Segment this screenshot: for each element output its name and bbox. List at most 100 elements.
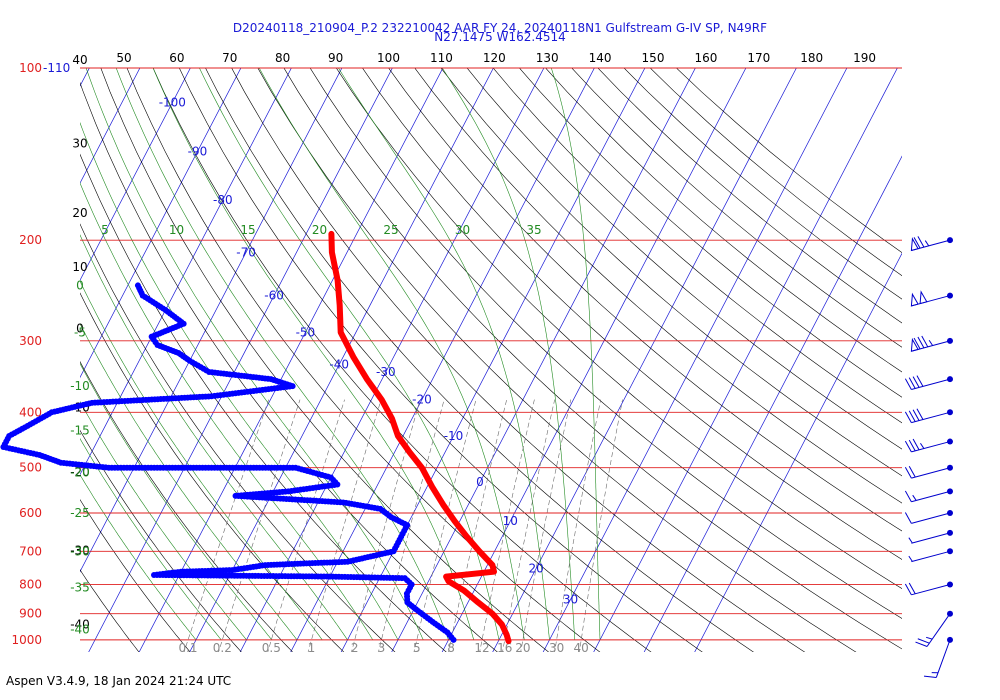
top-scale-label: 110 — [430, 51, 453, 65]
top-scale-label: 50 — [116, 51, 131, 65]
wind-barb-half — [926, 636, 933, 640]
mixing-ratio-label: 30 — [549, 641, 564, 655]
isotherm-label: 10 — [503, 514, 518, 528]
temperature-trace — [328, 230, 512, 645]
software-version-footer: Aspen V3.4.9, 18 Jan 2024 21:24 UTC — [6, 674, 232, 688]
wind-barb-full — [921, 335, 929, 348]
wind-barb-full — [904, 411, 912, 423]
dry-adiabat-line — [152, 68, 652, 652]
isotherm-line — [80, 68, 191, 282]
isotherm-line — [138, 68, 444, 652]
wind-barb-full — [912, 376, 920, 388]
isotherm-line — [0, 55, 46, 654]
mixing-ratio-line — [378, 399, 445, 652]
isotherm-line — [542, 68, 848, 652]
pressure-label-100: 100 — [19, 61, 42, 75]
top-scale-label: 180 — [800, 51, 823, 65]
theta-label: -20 — [70, 465, 90, 479]
isotherm-line — [441, 68, 747, 652]
theta-label: 10 — [72, 260, 87, 274]
moist-adiabat-label: -15 — [70, 423, 90, 437]
wind-barb-staff — [911, 411, 951, 424]
wind-barb-full — [904, 440, 912, 453]
wind-barb-half — [912, 494, 917, 501]
wind-barb-half — [908, 537, 913, 544]
dry-adiabat-line — [362, 68, 902, 560]
wind-barb-staff — [911, 532, 951, 544]
isotherm-label: -60 — [264, 289, 284, 303]
moist-adiabat-label: 25 — [383, 223, 398, 237]
moist-adiabat-label: 0 — [76, 278, 84, 292]
wind-barb-full — [913, 337, 921, 350]
moist-adiabat-label: 5 — [101, 223, 109, 237]
isotherm-label: -50 — [296, 325, 316, 339]
dry-adiabat-line — [283, 68, 902, 650]
dry-adiabat-line — [80, 429, 242, 652]
moist-adiabat-line — [80, 280, 323, 641]
isotherm-label: -70 — [236, 245, 256, 259]
chart-title-line2: N27.1475 W162.4514 — [434, 30, 566, 44]
dry-adiabat-line — [414, 68, 902, 504]
mixing-ratio-line — [479, 399, 535, 652]
mixing-ratio-label: 0.5 — [262, 641, 281, 655]
theta-label: 40 — [72, 53, 87, 67]
mixing-ratio-line — [448, 399, 507, 652]
wind-barb-staff — [935, 639, 951, 678]
wind-barb-full — [912, 409, 920, 421]
top-scale-label: 60 — [169, 51, 184, 65]
isotherm-label: 30 — [563, 593, 578, 607]
moist-adiabat-line — [80, 400, 247, 641]
isotherm-line — [80, 68, 343, 573]
wind-barb-staff — [911, 512, 951, 524]
wind-barb-half — [924, 240, 930, 247]
moist-adiabat-line — [80, 362, 273, 641]
moist-adiabat-label: 20 — [312, 223, 327, 237]
dry-adiabat-line — [100, 68, 550, 652]
moist-adiabat-line — [115, 68, 449, 641]
mixing-ratio-label: 16 — [497, 641, 512, 655]
isotherm-label: -30 — [376, 365, 396, 379]
isotherm-line — [239, 68, 545, 652]
moist-adiabat-line — [80, 438, 222, 641]
isotherm-line — [492, 68, 797, 652]
wind-barb-full — [913, 237, 921, 249]
mixing-ratio-line — [351, 399, 421, 652]
dry-adiabat-line — [80, 499, 191, 652]
top-scale-label: 130 — [536, 51, 559, 65]
dewpoint-point — [450, 636, 457, 643]
isotherm-label: -80 — [213, 193, 233, 207]
moist-adiabat-label: 35 — [526, 223, 541, 237]
wind-barb-full — [915, 641, 928, 647]
moist-adiabat-label: -25 — [70, 506, 90, 520]
mixing-ratio-label: 8 — [447, 641, 455, 655]
mixing-ratio-line — [502, 399, 555, 652]
pressure-label-200: 200 — [19, 233, 42, 247]
pressure-label-500: 500 — [19, 461, 42, 475]
mixing-ratio-line — [267, 399, 345, 652]
wind-barb-pennant — [919, 290, 928, 305]
dry-adiabat-line — [126, 68, 601, 652]
wind-barb-full — [904, 378, 912, 390]
mixing-ratio-label: 0.1 — [178, 641, 197, 655]
mixing-ratio-label: 1 — [308, 641, 316, 655]
mixing-ratio-line — [579, 399, 623, 652]
dry-adiabat-line — [80, 569, 140, 652]
moist-adiabat-line — [80, 474, 197, 641]
wind-barb-staff — [911, 490, 951, 503]
moist-adiabat-line — [551, 68, 601, 640]
wind-barb-full — [912, 438, 920, 451]
top-scale-label: 160 — [694, 51, 717, 65]
dry-adiabat-line — [597, 68, 902, 324]
isotherm-line — [189, 68, 494, 652]
mixing-ratio-label: 0.2 — [213, 641, 232, 655]
moist-adiabat-label: 30 — [455, 223, 470, 237]
wind-barb-pennant — [910, 237, 919, 252]
dry-adiabat-line — [388, 68, 902, 532]
dewpoint-trace — [0, 282, 457, 643]
isotherm-line — [80, 68, 242, 379]
moist-adiabat-label: -40 — [70, 623, 90, 637]
wind-barb-full — [908, 439, 916, 452]
dry-adiabat-line — [178, 68, 703, 652]
isotherm-line — [290, 68, 595, 652]
